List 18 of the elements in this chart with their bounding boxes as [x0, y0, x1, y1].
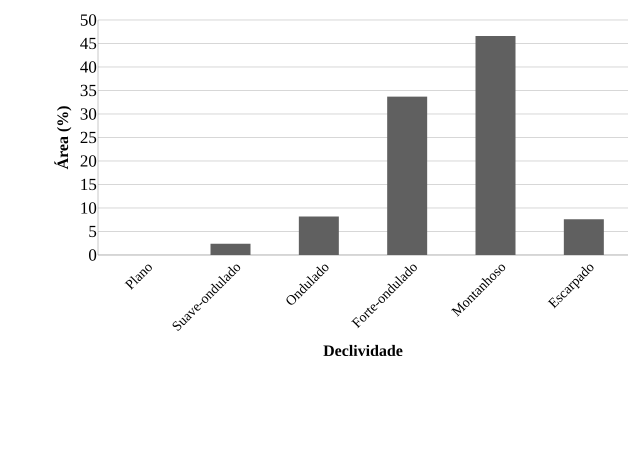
- bar: [210, 244, 251, 255]
- bar: [387, 96, 428, 255]
- bar: [564, 219, 604, 255]
- y-tick-label: 25: [80, 132, 96, 144]
- y-tick-label: 20: [80, 155, 96, 167]
- bar: [298, 216, 339, 255]
- y-tick-label: 50: [80, 14, 96, 26]
- y-tick-label: 45: [80, 38, 96, 50]
- y-tick-label: 5: [89, 226, 96, 238]
- y-tick-label: 35: [80, 84, 96, 96]
- x-axis-title: Declividade: [323, 344, 402, 356]
- y-tick-label: 30: [80, 108, 96, 120]
- bar: [476, 36, 516, 255]
- y-tick-label: 0: [88, 249, 96, 261]
- y-axis-title: Área (%): [54, 106, 72, 170]
- y-tick-label: 40: [80, 61, 96, 73]
- y-tick-label: 10: [81, 202, 96, 214]
- y-tick-label: 15: [81, 178, 96, 190]
